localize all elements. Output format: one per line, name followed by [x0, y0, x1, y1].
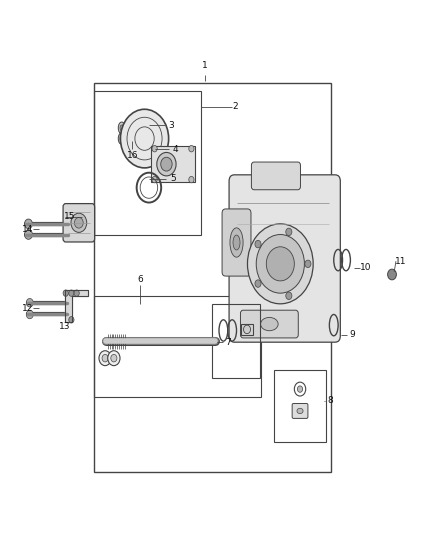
Circle shape: [102, 354, 108, 362]
Text: 7: 7: [225, 338, 231, 346]
Text: 10: 10: [360, 263, 371, 272]
Circle shape: [161, 157, 172, 171]
Text: 12: 12: [21, 304, 33, 312]
Circle shape: [69, 290, 74, 296]
Text: 5: 5: [170, 174, 176, 183]
Circle shape: [74, 290, 79, 296]
Text: 15: 15: [64, 213, 76, 221]
Circle shape: [69, 317, 74, 323]
Circle shape: [255, 280, 261, 287]
Bar: [151, 146, 195, 182]
Text: 13: 13: [59, 322, 71, 330]
Text: 6: 6: [137, 276, 143, 284]
Ellipse shape: [233, 235, 240, 250]
FancyBboxPatch shape: [63, 204, 95, 242]
Circle shape: [111, 354, 117, 362]
Ellipse shape: [118, 133, 125, 144]
Circle shape: [247, 224, 313, 304]
Circle shape: [26, 310, 33, 319]
Bar: [241, 324, 253, 335]
Circle shape: [189, 176, 194, 183]
Circle shape: [120, 109, 169, 168]
Text: 4: 4: [173, 145, 178, 154]
Text: 9: 9: [350, 330, 356, 339]
Circle shape: [99, 351, 111, 366]
Ellipse shape: [127, 133, 134, 144]
Circle shape: [71, 213, 87, 232]
Ellipse shape: [120, 125, 124, 131]
Circle shape: [108, 351, 120, 366]
Circle shape: [244, 325, 251, 334]
Ellipse shape: [129, 125, 132, 131]
Circle shape: [152, 176, 157, 183]
Circle shape: [266, 247, 294, 281]
Circle shape: [388, 269, 396, 280]
Text: 1: 1: [202, 61, 208, 69]
Circle shape: [255, 240, 261, 248]
Circle shape: [63, 290, 68, 296]
FancyBboxPatch shape: [240, 310, 298, 338]
Circle shape: [297, 386, 303, 392]
Circle shape: [286, 228, 292, 236]
Bar: [212, 304, 260, 378]
FancyBboxPatch shape: [229, 175, 340, 342]
Circle shape: [152, 146, 157, 152]
Circle shape: [286, 292, 292, 300]
Text: 11: 11: [395, 257, 406, 265]
Text: 2: 2: [233, 102, 238, 111]
Ellipse shape: [261, 317, 278, 330]
Text: 3: 3: [168, 121, 174, 130]
Ellipse shape: [297, 408, 303, 414]
Ellipse shape: [129, 136, 132, 142]
Bar: [274, 370, 326, 442]
Circle shape: [305, 260, 311, 268]
Ellipse shape: [118, 122, 125, 134]
Bar: [94, 296, 261, 397]
Circle shape: [74, 217, 83, 228]
Circle shape: [256, 235, 304, 293]
FancyBboxPatch shape: [251, 162, 300, 190]
Ellipse shape: [127, 122, 134, 134]
Polygon shape: [65, 290, 88, 322]
Bar: [94, 83, 331, 472]
FancyBboxPatch shape: [222, 209, 251, 276]
Circle shape: [26, 298, 33, 307]
FancyBboxPatch shape: [292, 403, 308, 418]
Circle shape: [157, 152, 176, 176]
Text: 14: 14: [21, 225, 33, 233]
Circle shape: [25, 219, 32, 229]
Ellipse shape: [120, 136, 124, 142]
Ellipse shape: [230, 228, 243, 257]
Bar: [94, 91, 201, 235]
Text: 16: 16: [127, 151, 138, 160]
Circle shape: [25, 230, 32, 239]
Text: 8: 8: [328, 397, 334, 405]
Circle shape: [189, 146, 194, 152]
